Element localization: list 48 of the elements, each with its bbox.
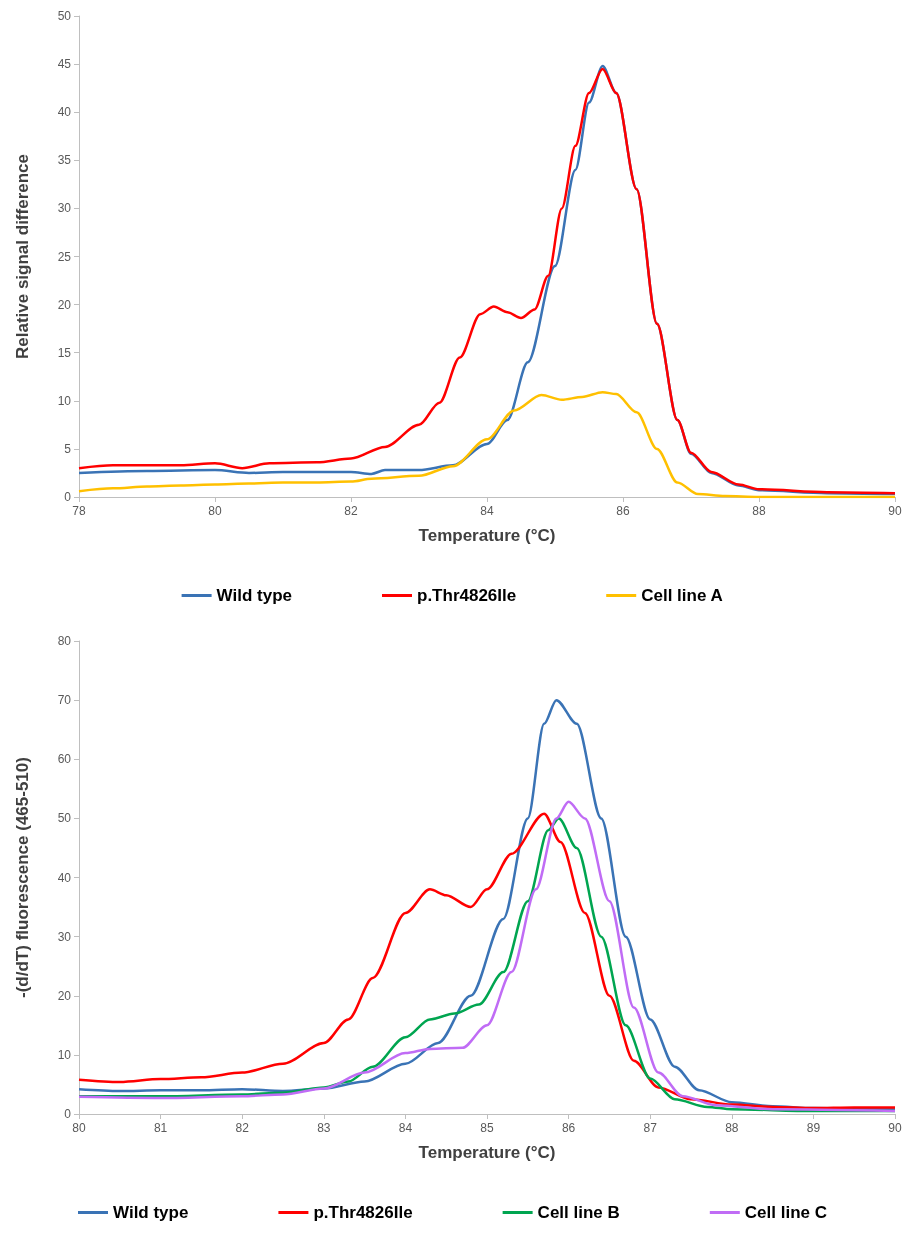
x-tick-label: 88 <box>725 1121 739 1135</box>
legend-label: Cell line A <box>641 586 723 605</box>
x-tick-label: 87 <box>643 1121 658 1135</box>
x-tick-label: 83 <box>317 1121 331 1135</box>
legend-label: p.Thr4826Ile <box>313 1203 413 1222</box>
legend-label: Cell line B <box>537 1203 620 1222</box>
y-tick-label: 30 <box>57 201 72 216</box>
y-tick-label: 80 <box>57 634 72 648</box>
x-tick-label: 84 <box>480 504 494 518</box>
legend-label: p.Thr4826Ile <box>417 586 517 605</box>
x-tick-label: 82 <box>344 504 358 518</box>
x-tick-label: 89 <box>806 1121 821 1135</box>
y-tick-label: 10 <box>57 393 72 408</box>
y-tick-label: 0 <box>64 1107 72 1121</box>
y-tick-label: 10 <box>57 1047 72 1062</box>
y-tick-label: 0 <box>64 490 72 504</box>
x-tick-label: 86 <box>616 504 630 518</box>
y-tick-label: 70 <box>57 693 72 708</box>
y-tick-label: 35 <box>57 153 72 168</box>
y-tick-label: 45 <box>57 57 72 72</box>
x-tick-label: 81 <box>153 1121 168 1135</box>
x-tick-label: 90 <box>888 504 902 518</box>
x-tick-label: 90 <box>888 1121 902 1135</box>
y-axis-title: -(d/dT) fluorescence (465-510) <box>13 757 32 998</box>
y-tick-label: 40 <box>57 870 72 885</box>
y-tick-label: 25 <box>57 249 72 264</box>
y-axis-title: Relative signal difference <box>13 153 32 360</box>
x-tick-label: 86 <box>561 1121 576 1135</box>
x-tick-label: 80 <box>208 504 222 518</box>
x-tick-label: 88 <box>752 504 766 518</box>
x-tick-label: 85 <box>480 1121 494 1135</box>
legend-label: Wild type <box>216 586 293 605</box>
y-tick-label: 15 <box>57 345 72 360</box>
y-tick-label: 5 <box>64 441 72 456</box>
y-tick-label: 60 <box>57 752 72 767</box>
y-tick-label: 20 <box>57 297 72 312</box>
x-axis-title: Temperature (°C) <box>418 1143 556 1162</box>
y-tick-label: 40 <box>57 105 72 120</box>
x-tick-label: 78 <box>72 504 86 518</box>
y-tick-label: 50 <box>57 9 72 23</box>
y-tick-label: 30 <box>57 929 72 944</box>
y-tick-label: 20 <box>57 988 72 1003</box>
x-axis-title: Temperature (°C) <box>418 526 556 545</box>
x-tick-label: 84 <box>398 1121 413 1135</box>
x-tick-label: 82 <box>235 1121 250 1135</box>
legend-label: Wild type <box>113 1203 189 1222</box>
y-tick-label: 50 <box>57 811 72 826</box>
legend-label: Cell line C <box>744 1203 827 1222</box>
